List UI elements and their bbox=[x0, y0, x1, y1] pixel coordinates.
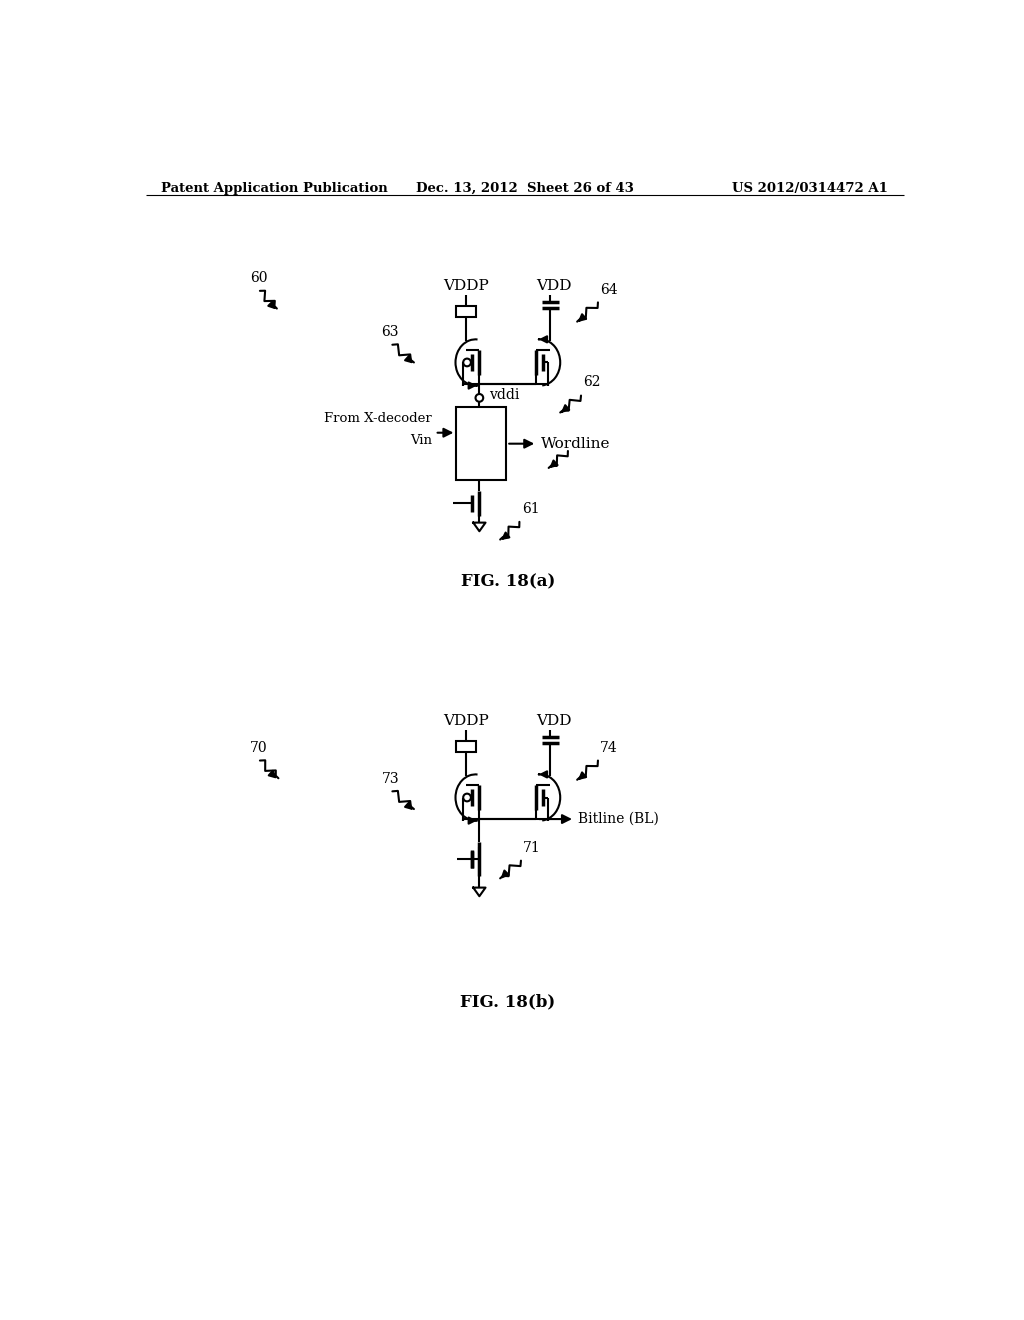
Text: 63: 63 bbox=[382, 325, 399, 339]
Text: US 2012/0314472 A1: US 2012/0314472 A1 bbox=[732, 182, 888, 194]
Text: FIG. 18(b): FIG. 18(b) bbox=[460, 993, 555, 1010]
Text: Vin: Vin bbox=[410, 434, 432, 447]
Text: 71: 71 bbox=[523, 841, 541, 855]
Text: 74: 74 bbox=[600, 741, 618, 755]
Text: Wordline: Wordline bbox=[541, 437, 610, 450]
Text: 73: 73 bbox=[382, 772, 399, 785]
Text: 64: 64 bbox=[600, 282, 617, 297]
Text: VDDP: VDDP bbox=[443, 714, 489, 729]
Text: Dec. 13, 2012  Sheet 26 of 43: Dec. 13, 2012 Sheet 26 of 43 bbox=[416, 182, 634, 194]
Text: Patent Application Publication: Patent Application Publication bbox=[162, 182, 388, 194]
Text: 62: 62 bbox=[584, 375, 601, 389]
Text: VDDP: VDDP bbox=[443, 279, 489, 293]
Text: VDD: VDD bbox=[537, 714, 571, 729]
Text: Bitline (BL): Bitline (BL) bbox=[578, 812, 658, 826]
Text: 60: 60 bbox=[250, 272, 267, 285]
Text: From X-decoder: From X-decoder bbox=[324, 412, 432, 425]
Text: FIG. 18(a): FIG. 18(a) bbox=[461, 573, 555, 590]
Bar bbox=[457, 742, 476, 752]
Bar bbox=[457, 306, 476, 317]
Text: 70: 70 bbox=[250, 741, 267, 755]
Text: vddi: vddi bbox=[488, 388, 519, 401]
Text: 61: 61 bbox=[521, 503, 540, 516]
Bar bbox=[457, 407, 506, 480]
Text: VDD: VDD bbox=[537, 279, 571, 293]
